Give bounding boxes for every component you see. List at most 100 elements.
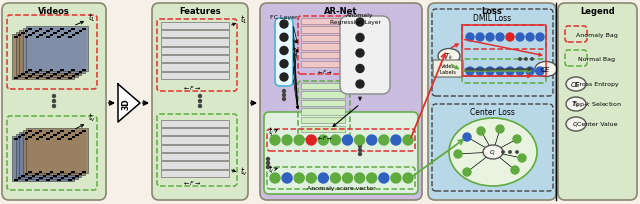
Circle shape: [536, 34, 544, 42]
Circle shape: [403, 173, 413, 183]
Bar: [28, 130, 31, 132]
Circle shape: [516, 151, 518, 153]
Circle shape: [509, 151, 511, 153]
Circle shape: [502, 151, 504, 153]
Bar: [24, 132, 28, 134]
Bar: [24, 72, 28, 74]
FancyBboxPatch shape: [152, 4, 248, 200]
Bar: [24, 173, 28, 175]
Bar: [161, 39, 229, 47]
Bar: [36, 37, 39, 39]
Circle shape: [367, 135, 377, 145]
Bar: [17, 177, 21, 179]
Circle shape: [307, 173, 316, 183]
Circle shape: [506, 34, 514, 42]
Text: $T_k$: $T_k$: [444, 52, 454, 62]
Ellipse shape: [483, 145, 503, 159]
Bar: [301, 61, 345, 68]
Circle shape: [454, 150, 462, 158]
Circle shape: [358, 145, 362, 148]
Text: Video
Labels: Video Labels: [440, 64, 456, 74]
Bar: [36, 78, 39, 80]
Bar: [32, 134, 35, 136]
Bar: [25, 179, 28, 181]
Bar: [25, 138, 28, 140]
Text: $t_v$: $t_v$: [88, 111, 96, 124]
Bar: [161, 136, 229, 144]
Bar: [47, 78, 50, 80]
Text: $T_k$: $T_k$: [572, 99, 580, 110]
Circle shape: [356, 65, 364, 73]
Bar: [161, 64, 229, 71]
Circle shape: [280, 60, 288, 68]
Bar: [53, 33, 57, 35]
Bar: [301, 117, 345, 124]
Bar: [57, 173, 60, 175]
Bar: [301, 126, 345, 132]
Bar: [50, 171, 53, 173]
Text: Cross Entropy: Cross Entropy: [575, 82, 619, 87]
Bar: [21, 134, 24, 136]
Circle shape: [358, 149, 362, 152]
Bar: [72, 76, 75, 78]
Bar: [301, 53, 345, 59]
Bar: [17, 35, 21, 37]
Text: $t_1$: $t_1$: [88, 11, 96, 23]
Bar: [68, 72, 71, 74]
Circle shape: [282, 135, 292, 145]
FancyBboxPatch shape: [2, 4, 106, 200]
Text: Legend: Legend: [580, 7, 615, 16]
Circle shape: [342, 173, 353, 183]
Bar: [161, 22, 229, 30]
Bar: [68, 173, 71, 175]
Circle shape: [379, 135, 389, 145]
Circle shape: [496, 125, 504, 133]
Bar: [75, 175, 79, 177]
Bar: [79, 72, 82, 74]
Bar: [79, 173, 82, 175]
Bar: [64, 74, 68, 76]
Circle shape: [270, 173, 280, 183]
Bar: [161, 47, 229, 55]
Circle shape: [391, 135, 401, 145]
Bar: [57, 179, 61, 181]
Bar: [71, 29, 75, 31]
Ellipse shape: [566, 118, 586, 131]
Bar: [28, 29, 31, 31]
Bar: [61, 76, 64, 78]
Circle shape: [266, 162, 269, 165]
Circle shape: [356, 50, 364, 58]
Circle shape: [198, 95, 202, 98]
Bar: [301, 92, 345, 98]
Circle shape: [526, 68, 534, 76]
Bar: [14, 179, 17, 181]
Circle shape: [280, 34, 288, 42]
Bar: [47, 138, 50, 140]
Circle shape: [516, 34, 524, 42]
Bar: [71, 130, 75, 132]
Bar: [68, 78, 72, 80]
Circle shape: [280, 74, 288, 82]
Bar: [36, 138, 39, 140]
Bar: [15, 134, 77, 179]
Bar: [71, 171, 75, 173]
Circle shape: [52, 105, 56, 108]
Bar: [46, 132, 50, 134]
Text: $\leftarrow F \rightarrow$: $\leftarrow F \rightarrow$: [182, 178, 202, 186]
Bar: [26, 128, 88, 173]
Bar: [79, 31, 82, 33]
Bar: [43, 175, 46, 177]
Bar: [32, 175, 35, 177]
Circle shape: [52, 95, 56, 98]
Bar: [22, 29, 84, 74]
Bar: [68, 138, 72, 140]
Bar: [53, 175, 57, 177]
Circle shape: [356, 81, 364, 89]
Circle shape: [342, 135, 353, 145]
Circle shape: [282, 98, 285, 101]
Bar: [71, 70, 75, 72]
Bar: [39, 130, 42, 132]
Bar: [28, 136, 32, 138]
Text: Videos: Videos: [38, 7, 70, 16]
Circle shape: [318, 135, 328, 145]
